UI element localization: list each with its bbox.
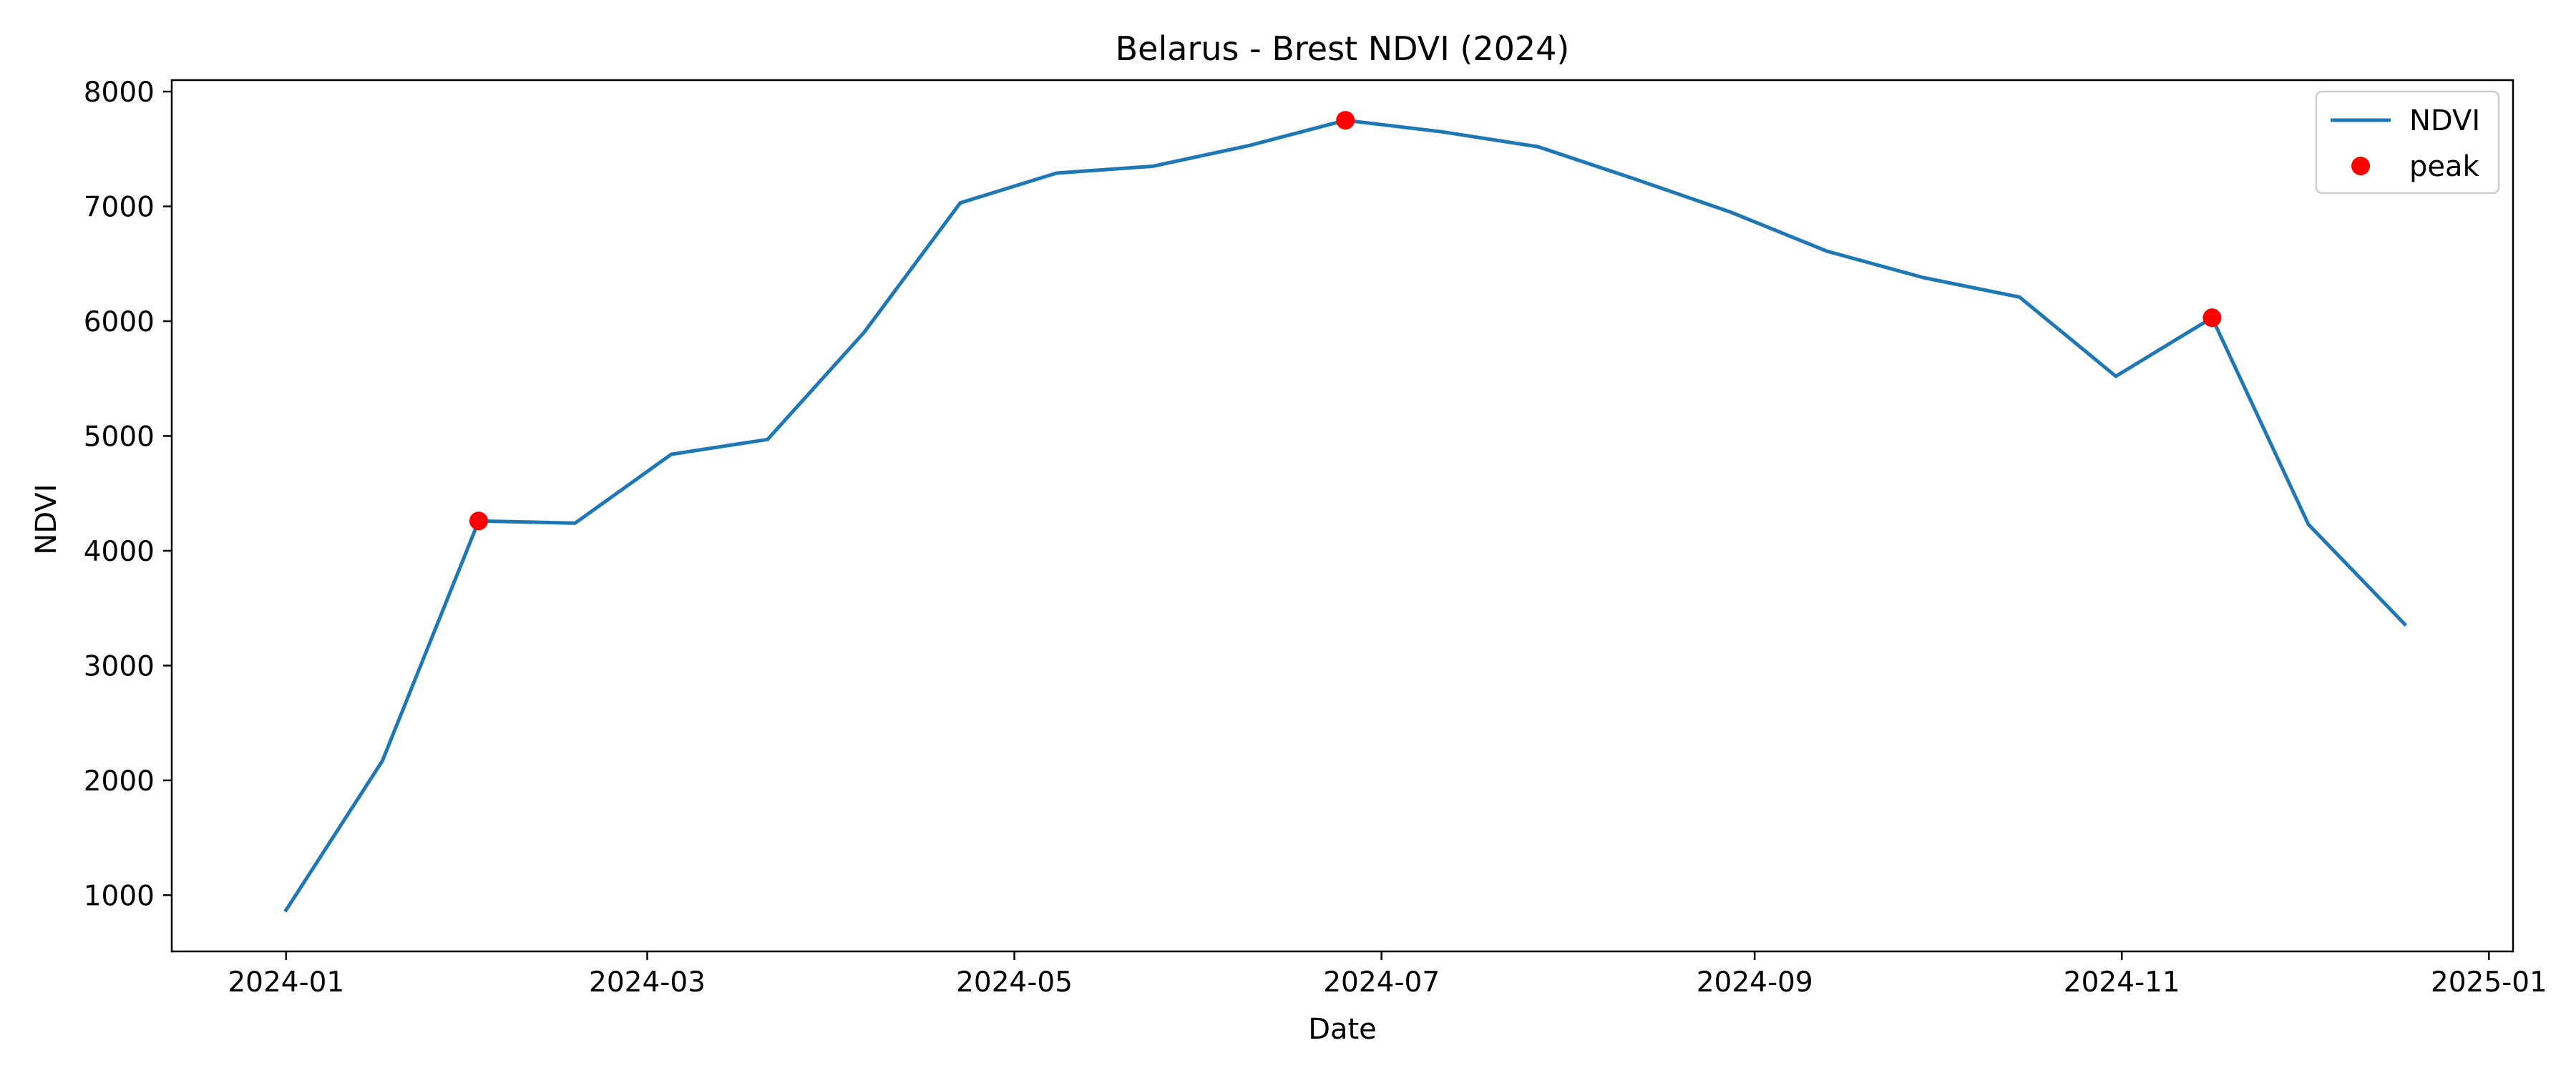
y-tick-label: 5000	[84, 421, 155, 453]
series-layer	[283, 111, 2408, 913]
x-tick-label: 2024-05	[956, 966, 1073, 999]
y-axis-ticks: 1000 2000 3000 4000 5000 6000 7000 8000	[84, 77, 172, 912]
legend-label-peak: peak	[2409, 150, 2480, 183]
y-tick-label: 2000	[84, 765, 155, 798]
x-tick-label: 2025-01	[2431, 966, 2547, 999]
y-tick-label: 8000	[84, 77, 155, 109]
x-tick-label: 2024-01	[228, 966, 344, 999]
peak-marker	[1336, 111, 1355, 130]
legend-peak-swatch	[2351, 157, 2370, 175]
chart-title: Belarus - Brest NDVI (2024)	[1116, 29, 1570, 68]
x-tick-label: 2024-03	[589, 966, 706, 999]
y-tick-label: 4000	[84, 536, 155, 568]
axes-frame	[170, 79, 2514, 953]
x-tick-label: 2024-09	[1697, 966, 1813, 999]
y-tick-label: 7000	[84, 192, 155, 224]
x-tick-label: 2024-07	[1323, 966, 1440, 999]
y-tick-label: 6000	[84, 306, 155, 338]
y-tick-label: 1000	[84, 880, 155, 912]
peak-marker	[2202, 308, 2222, 328]
x-tick-label: 2024-11	[2064, 966, 2180, 999]
x-axis-label: Date	[1308, 1013, 1377, 1046]
legend: NDVI peak	[2315, 90, 2500, 195]
x-axis-ticks: 2024-01 2024-03 2024-05 2024-07 2024-09 2024-…	[228, 951, 2547, 999]
peak-marker	[469, 511, 488, 531]
legend-label-ndvi: NDVI	[2409, 104, 2480, 137]
y-axis-label: NDVI	[30, 484, 63, 554]
plot-area	[170, 79, 2514, 953]
y-tick-label: 3000	[84, 650, 155, 682]
